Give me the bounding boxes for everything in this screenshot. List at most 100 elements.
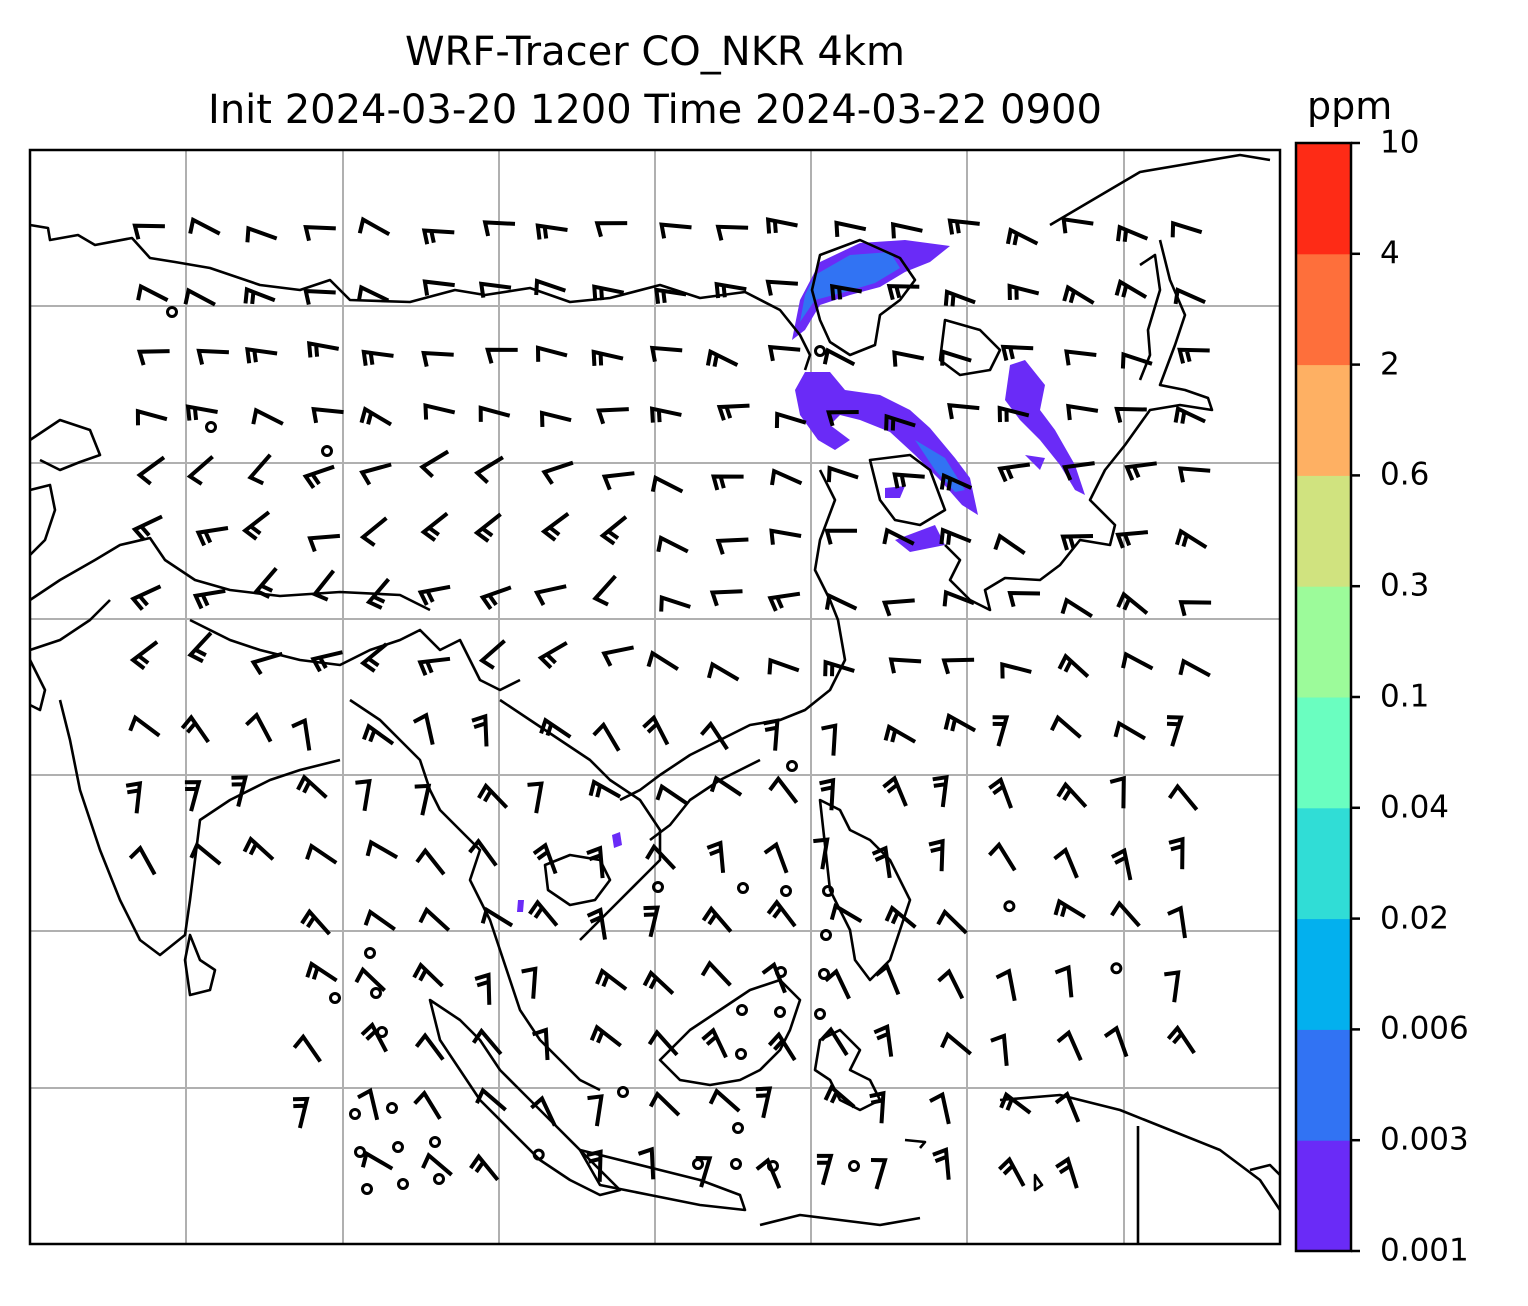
calm-wind-marker	[397, 1178, 409, 1190]
colorbar-tick-label: 2	[1380, 346, 1400, 383]
wind-barb	[592, 721, 621, 752]
wind-barb	[824, 528, 857, 545]
calm-wind-marker	[820, 929, 832, 941]
calm-wind-marker	[361, 1183, 373, 1195]
wind-barb	[1007, 283, 1040, 301]
wind-barb	[947, 218, 980, 235]
wind-barb	[637, 1146, 656, 1180]
wind-barb	[1005, 227, 1039, 246]
wind-barb	[180, 714, 210, 744]
coastline-northeast	[1049, 153, 1271, 227]
wind-barb	[423, 403, 456, 420]
wind-barb	[766, 898, 797, 928]
wind-barb	[936, 908, 968, 935]
wind-barb	[700, 960, 732, 987]
wind-barb	[310, 650, 343, 673]
wind-barb	[1053, 898, 1086, 919]
tracer-plume-shape	[885, 486, 905, 498]
coastline-sakhalin	[1138, 253, 1162, 381]
wind-barb	[1168, 836, 1185, 870]
wind-barb	[929, 1091, 951, 1125]
wind-barb	[649, 406, 682, 423]
wind-barb	[245, 346, 278, 364]
wind-barb	[417, 584, 451, 606]
wind-barb	[883, 723, 917, 744]
wind-barb	[539, 410, 572, 427]
wind-barb	[485, 347, 518, 364]
wind-barb	[995, 968, 1017, 1002]
wind-barb	[586, 845, 605, 879]
wind-barb	[993, 533, 1026, 555]
wind-barb	[1053, 846, 1079, 879]
calm-wind-marker	[780, 885, 792, 897]
wind-barb	[884, 904, 917, 929]
calm-wind-marker	[1110, 962, 1123, 975]
wind-barb	[535, 223, 568, 240]
coastline-sri-lanka	[183, 933, 217, 997]
wind-barb	[186, 455, 214, 486]
coastline-west	[29, 418, 102, 472]
wind-barb	[533, 584, 567, 606]
wind-barb	[826, 410, 859, 427]
wind-barb	[1178, 658, 1211, 678]
coastline-india	[58, 699, 341, 957]
wind-barb	[1116, 591, 1149, 615]
wind-barb	[1000, 661, 1032, 679]
calm-wind-marker	[429, 1136, 441, 1148]
wind-barb	[888, 657, 922, 674]
wind-barb	[1054, 1091, 1081, 1123]
coastline-manchuria	[938, 318, 1002, 377]
colorbar-segment	[1296, 918, 1351, 1030]
map-panel	[28, 148, 1282, 1246]
map-title-line2: Init 2024-03-20 1200 Time 2024-03-22 090…	[208, 87, 1102, 133]
wind-barb	[592, 574, 617, 607]
wind-barb	[128, 844, 157, 876]
wind-barb	[715, 224, 749, 241]
wind-barb	[128, 714, 161, 738]
wind-barb	[531, 1027, 550, 1061]
wind-barb	[882, 775, 908, 807]
wind-barb	[710, 474, 744, 491]
wind-barb	[767, 344, 801, 362]
wind-barb	[363, 908, 396, 932]
calm-wind-marker	[848, 1160, 860, 1172]
colorbar-segment	[1296, 697, 1351, 809]
wind-barb	[131, 514, 163, 542]
coastline-island	[904, 1138, 927, 1149]
wind-barb	[1109, 775, 1126, 809]
wind-barb	[530, 1095, 557, 1127]
wind-barb	[1124, 461, 1157, 481]
wind-barb	[592, 284, 625, 301]
calm-wind-marker	[814, 345, 826, 357]
wind-barb	[478, 281, 512, 298]
wind-barb	[361, 349, 394, 366]
wind-barb	[659, 222, 692, 239]
wind-barb	[247, 453, 272, 486]
wind-barb	[761, 961, 787, 994]
colorbar-unit-label: ppm	[1307, 84, 1393, 128]
wind-barb	[770, 468, 803, 486]
tracer-plume-shape	[1025, 455, 1045, 470]
wind-barb	[705, 348, 739, 367]
calm-wind-marker	[1003, 900, 1016, 913]
calm-wind-marker	[617, 1086, 629, 1098]
calm-wind-marker	[364, 947, 376, 959]
wind-barb	[527, 781, 544, 814]
wind-barb	[243, 286, 276, 305]
wind-barb	[1113, 720, 1147, 741]
wind-barb	[418, 906, 451, 932]
wind-barb	[474, 972, 492, 1005]
wind-barb	[539, 717, 572, 739]
calm-wind-marker	[370, 987, 382, 999]
wind-barb	[537, 641, 568, 670]
wind-barb	[303, 224, 336, 242]
calm-wind-marker	[166, 306, 178, 318]
coastline-new-guinea	[999, 1093, 1282, 1211]
wind-barb	[765, 279, 799, 296]
wind-barb	[870, 1158, 888, 1190]
colorbar-tick-label: 0.6	[1380, 456, 1430, 493]
wind-barb	[884, 413, 916, 431]
wind-barb	[824, 592, 858, 611]
wind-barb	[755, 1086, 773, 1119]
coastline-philippines	[818, 798, 912, 982]
